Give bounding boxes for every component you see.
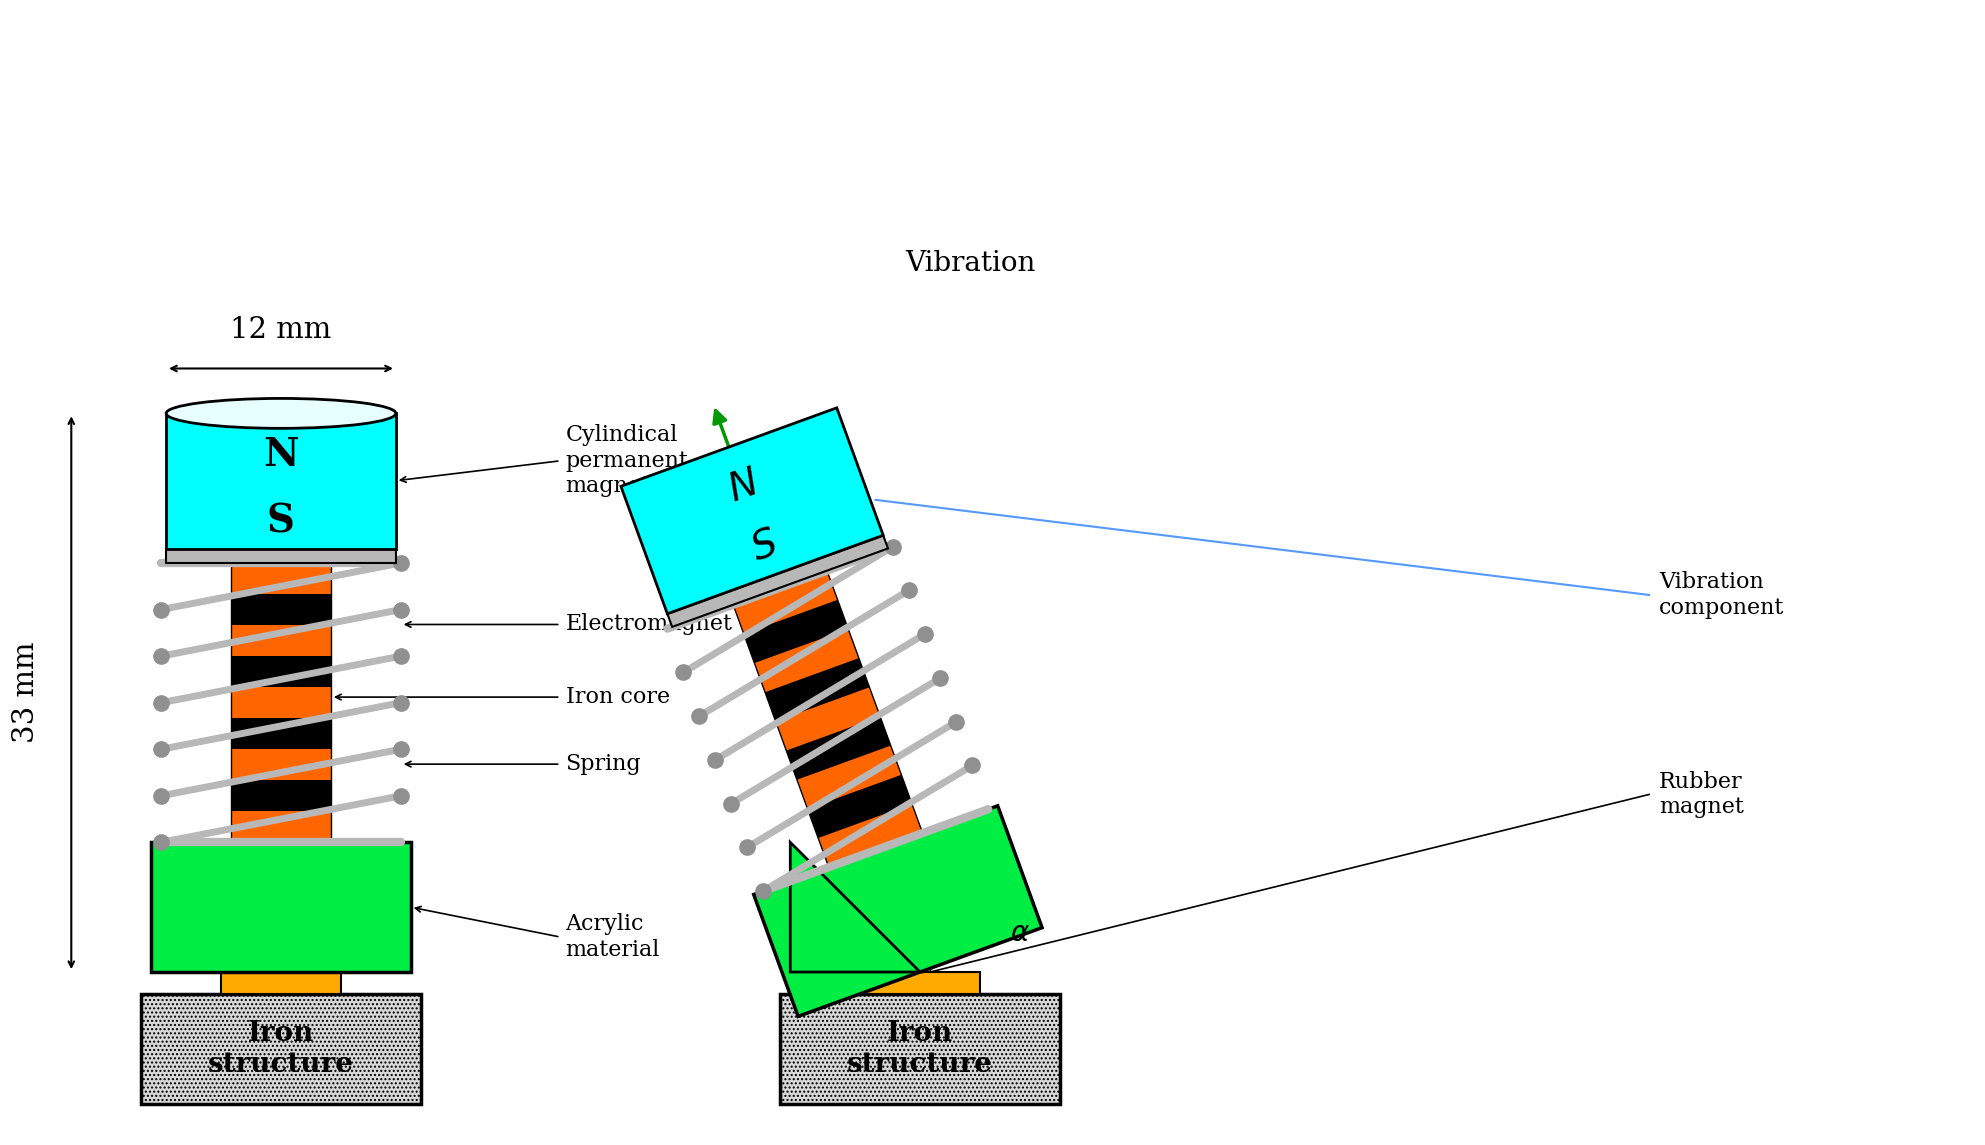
Bar	[151, 843, 411, 972]
Bar	[230, 780, 331, 812]
Text: 33 mm: 33 mm	[12, 642, 40, 743]
Text: $\alpha$: $\alpha$	[1010, 921, 1030, 947]
Bar	[230, 718, 331, 749]
Text: Iron
structure: Iron structure	[848, 1020, 992, 1077]
Polygon shape	[790, 843, 921, 972]
Text: Vibration: Vibration	[905, 251, 1036, 277]
Polygon shape	[621, 408, 883, 614]
Polygon shape	[732, 570, 923, 867]
Bar	[167, 413, 395, 550]
Text: Acrylic
material: Acrylic material	[566, 914, 659, 961]
Text: 12 mm: 12 mm	[230, 316, 331, 344]
Text: Iron
structure: Iron structure	[208, 1020, 353, 1077]
Text: Cylindical
permanent
magnet: Cylindical permanent magnet	[566, 425, 689, 497]
Bar	[141, 994, 421, 1104]
Bar	[141, 994, 421, 1104]
Polygon shape	[764, 658, 869, 721]
Bar	[230, 656, 331, 687]
Polygon shape	[754, 806, 1042, 1017]
Text: S: S	[268, 503, 296, 540]
Polygon shape	[808, 775, 911, 838]
Polygon shape	[667, 536, 887, 627]
Text: N: N	[264, 436, 300, 474]
Bar	[230, 594, 331, 625]
Text: $\mathit{N}$: $\mathit{N}$	[723, 464, 764, 510]
Text: Rubber
magnet: Rubber magnet	[1659, 771, 1745, 819]
Text: Electromagnet: Electromagnet	[566, 614, 732, 635]
Text: Vibration
component: Vibration component	[1659, 571, 1785, 618]
Ellipse shape	[167, 398, 395, 428]
Text: Iron core: Iron core	[566, 686, 669, 708]
Text: $\mathit{S}$: $\mathit{S}$	[746, 523, 784, 568]
Polygon shape	[744, 600, 848, 663]
Bar	[780, 994, 1060, 1104]
Bar	[860, 972, 981, 994]
Bar	[220, 972, 341, 994]
Bar	[230, 563, 331, 843]
Bar	[780, 994, 1060, 1104]
Bar	[167, 550, 395, 563]
Text: Spring: Spring	[566, 753, 641, 775]
Polygon shape	[786, 717, 891, 780]
